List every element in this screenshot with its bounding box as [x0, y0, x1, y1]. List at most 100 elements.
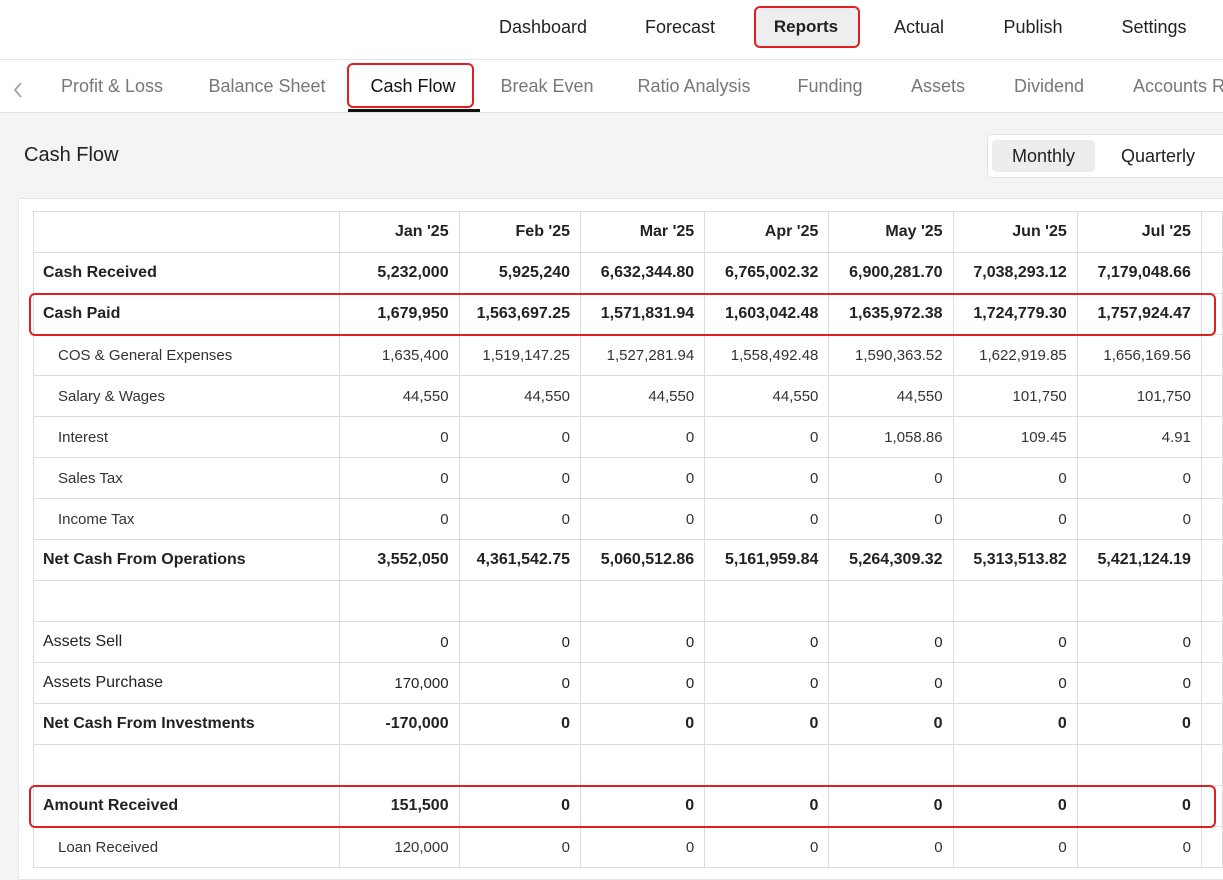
table-row: Assets Sell 0 0 0 0 0 0 0 — [33, 621, 1223, 663]
cell — [1200, 252, 1223, 294]
tab[interactable]: Balance Sheet — [208, 76, 326, 96]
cell: 0 — [458, 498, 582, 540]
header-cell — [1200, 211, 1223, 253]
cell: 5,060,512.86 — [580, 539, 706, 581]
cell: 44,550 — [338, 375, 460, 417]
cell: 0 — [458, 621, 582, 663]
cell: 0 — [828, 826, 954, 868]
cell — [1200, 334, 1223, 376]
tab[interactable]: Funding — [797, 76, 863, 96]
cell: 1,558,492.48 — [704, 334, 830, 376]
nav-item[interactable]: Reports — [773, 17, 839, 36]
cell: 4,361,542.75 — [458, 539, 582, 581]
table-row: Amount Received 151,500 0 0 0 0 0 0 — [33, 785, 1223, 827]
cell: 0 — [828, 703, 954, 745]
nav-item[interactable]: Dashboard — [498, 17, 588, 37]
cell: 0 — [704, 457, 830, 499]
cell — [1200, 785, 1223, 827]
active-tab-underline — [348, 109, 480, 112]
cell: 3,552,050 — [338, 539, 460, 581]
table-row: Income Tax 0 0 0 0 0 0 0 — [33, 498, 1223, 540]
cell: 0 — [828, 662, 954, 704]
table-row: Salary & Wages 44,550 44,550 44,550 44,550 44… — [33, 375, 1223, 417]
cell: 1,563,697.25 — [458, 293, 582, 335]
cell: 0 — [704, 621, 830, 663]
top-nav: Dashboard Forecast Reports Actual Publis… — [0, 0, 1223, 60]
toggle-option[interactable]: Monthly — [992, 140, 1095, 172]
cell — [1200, 662, 1223, 704]
cell: 6,900,281.70 — [828, 252, 954, 294]
cell — [580, 580, 706, 622]
cell: 0 — [952, 457, 1078, 499]
nav-item[interactable]: Actual — [893, 17, 945, 37]
cell: 0 — [1076, 703, 1202, 745]
nav-item[interactable]: Publish — [1003, 17, 1063, 37]
cell: 1,527,281.94 — [580, 334, 706, 376]
tab[interactable]: Cash Flow — [370, 76, 456, 96]
table-row: Cash Paid 1,679,950 1,563,697.25 1,571,831.… — [33, 293, 1223, 335]
cell — [952, 580, 1078, 622]
cell: 0 — [580, 826, 706, 868]
table-row: Loan Received 120,000 0 0 0 0 0 0 — [33, 826, 1223, 868]
spacer-row — [33, 744, 1223, 786]
cell: 0 — [580, 785, 706, 827]
cell: 0 — [458, 826, 582, 868]
cell — [952, 744, 1078, 786]
table-row: Net Cash From Investments -170,000 0 0 0 0 0 0 — [33, 703, 1223, 745]
cell — [458, 744, 582, 786]
active-tab-highlight — [347, 63, 474, 108]
cell: 1,656,169.56 — [1076, 334, 1202, 376]
cell: 44,550 — [458, 375, 582, 417]
tab[interactable]: Dividend — [1013, 76, 1085, 96]
tab[interactable]: Accounts R — [1133, 76, 1223, 96]
cell: 4.91 — [1076, 416, 1202, 458]
cell: 44,550 — [828, 375, 954, 417]
cell: 0 — [580, 662, 706, 704]
table-row: Assets Purchase 170,000 0 0 0 0 0 0 — [33, 662, 1223, 704]
row-label: Cash Paid — [33, 293, 340, 335]
cell — [1200, 826, 1223, 868]
cell — [1200, 744, 1223, 786]
cell — [1200, 375, 1223, 417]
header-cell: Apr '25 — [704, 211, 830, 253]
tab[interactable]: Break Even — [500, 76, 594, 96]
cell: 6,765,002.32 — [704, 252, 830, 294]
cell — [1200, 416, 1223, 458]
toggle-option[interactable]: Quarterly — [1120, 146, 1196, 166]
cell: 0 — [952, 621, 1078, 663]
nav-item[interactable]: Forecast — [644, 17, 716, 37]
tab[interactable]: Ratio Analysis — [637, 76, 751, 96]
cell: 0 — [704, 785, 830, 827]
cell: 0 — [828, 621, 954, 663]
cell — [1076, 744, 1202, 786]
header-cell: Jan '25 — [338, 211, 460, 253]
scroll-left[interactable] — [11, 80, 25, 100]
sub-nav: Profit & Loss Balance Sheet Cash Flow Br… — [0, 60, 1223, 113]
row-label: Assets Purchase — [33, 662, 340, 704]
row-label: Sales Tax — [33, 457, 340, 499]
tab[interactable]: Assets — [910, 76, 966, 96]
row-label: COS & General Expenses — [33, 334, 340, 376]
cell: 0 — [458, 416, 582, 458]
table-row: Interest 0 0 0 0 1,058.86 109.45 4.91 — [33, 416, 1223, 458]
cell: 0 — [952, 826, 1078, 868]
row-label: Loan Received — [33, 826, 340, 868]
cell — [704, 580, 830, 622]
cell: 5,232,000 — [338, 252, 460, 294]
page-title: Cash Flow — [24, 144, 119, 166]
cell: 0 — [828, 498, 954, 540]
cell — [458, 580, 582, 622]
cell: 5,161,959.84 — [704, 539, 830, 581]
cell: 6,632,344.80 — [580, 252, 706, 294]
nav-item[interactable]: Settings — [1121, 17, 1187, 37]
tab[interactable]: Profit & Loss — [60, 76, 164, 96]
row-label: Net Cash From Investments — [33, 703, 340, 745]
row-label: Amount Received — [33, 785, 340, 827]
cell — [33, 580, 340, 622]
cell: 0 — [1076, 662, 1202, 704]
header-cell: Feb '25 — [458, 211, 582, 253]
cell: 101,750 — [1076, 375, 1202, 417]
cell: 0 — [338, 621, 460, 663]
cell: 0 — [1076, 498, 1202, 540]
